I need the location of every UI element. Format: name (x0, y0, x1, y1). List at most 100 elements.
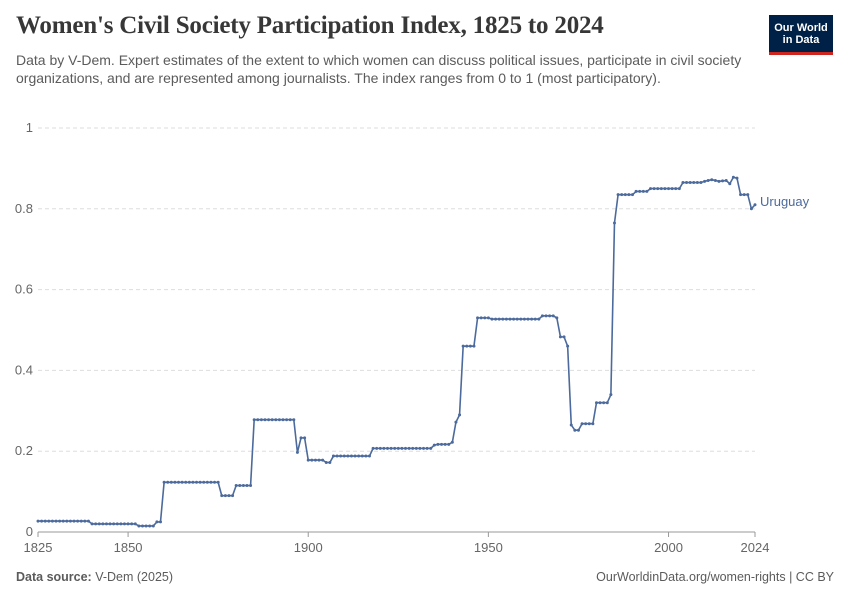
data-point (458, 413, 462, 417)
chart-title: Women's Civil Society Participation Inde… (16, 12, 604, 39)
data-point (137, 524, 141, 528)
data-point (594, 401, 598, 405)
data-point (703, 179, 707, 183)
logo-line-2: in Data (782, 33, 820, 46)
data-point (393, 446, 397, 450)
data-point (443, 442, 447, 446)
owid-logo[interactable]: Our World in Data (769, 15, 833, 55)
data-point (519, 317, 523, 321)
data-point (360, 454, 364, 458)
data-point (180, 480, 184, 484)
data-point (389, 446, 393, 450)
data-point (68, 519, 72, 523)
data-point (627, 193, 631, 197)
series-line-uruguay (38, 176, 756, 527)
data-point (155, 520, 159, 524)
x-tick-label: 1900 (294, 540, 323, 555)
data-point (587, 422, 591, 426)
data-source-label: Data source: (16, 570, 92, 584)
data-point (209, 480, 213, 484)
data-point (36, 519, 40, 523)
data-point (159, 520, 162, 524)
data-point (710, 178, 714, 182)
data-point (429, 446, 433, 450)
data-point (537, 317, 541, 321)
data-point (90, 522, 94, 526)
data-point (144, 524, 148, 528)
data-point (667, 187, 671, 191)
data-point (317, 458, 321, 462)
data-point (713, 179, 717, 183)
data-point (216, 480, 220, 484)
data-point (227, 494, 231, 498)
data-point (241, 484, 245, 488)
data-point (659, 187, 663, 191)
data-point (512, 317, 516, 321)
data-point (670, 187, 674, 191)
data-point (169, 480, 173, 484)
data-point (295, 450, 299, 454)
data-point (638, 189, 642, 193)
data-point (400, 446, 404, 450)
data-point (605, 401, 609, 405)
data-point (479, 316, 483, 320)
data-source-value[interactable]: V-Dem (2025) (95, 570, 174, 584)
data-point (486, 316, 490, 320)
data-point (140, 524, 144, 528)
data-point (548, 314, 552, 318)
data-point (422, 446, 426, 450)
data-point (551, 314, 555, 318)
data-point (364, 454, 368, 458)
footer-link[interactable]: OurWorldinData.org/women-rights | CC BY (596, 570, 834, 584)
data-point (130, 522, 134, 526)
data-point (717, 179, 721, 183)
data-point (191, 480, 195, 484)
series-layer: Uruguay (36, 175, 810, 528)
data-point (202, 480, 206, 484)
data-point (530, 317, 534, 321)
data-point (97, 522, 101, 526)
data-point (54, 519, 58, 523)
data-point (616, 193, 620, 197)
data-point (76, 519, 80, 523)
data-point (119, 522, 123, 526)
data-point (40, 519, 44, 523)
data-point (50, 519, 54, 523)
data-point (497, 317, 501, 321)
data-point (126, 522, 130, 526)
data-point (310, 458, 314, 462)
data-point (324, 461, 328, 465)
data-point (195, 480, 199, 484)
data-point (339, 454, 343, 458)
data-point (555, 316, 559, 320)
data-point (652, 187, 656, 191)
data-point (357, 454, 361, 458)
data-point (86, 519, 90, 523)
data-point (108, 522, 112, 526)
data-point (731, 175, 735, 179)
data-point (328, 461, 332, 465)
data-point (692, 181, 696, 185)
data-point (612, 221, 616, 225)
data-point (656, 187, 660, 191)
data-point (504, 317, 508, 321)
data-point (472, 344, 476, 348)
data-point (162, 480, 166, 484)
data-point (641, 189, 645, 193)
data-point (753, 203, 757, 207)
data-point (706, 179, 710, 183)
data-point (573, 428, 577, 432)
x-tick-label: 2024 (741, 540, 770, 555)
data-point (252, 418, 256, 422)
y-tick-label: 0.8 (15, 201, 33, 216)
x-tick-label: 1850 (114, 540, 143, 555)
data-point (187, 480, 191, 484)
data-point (645, 189, 649, 193)
data-point (414, 446, 418, 450)
data-point (450, 440, 454, 444)
data-point (321, 458, 325, 462)
data-point (620, 193, 624, 197)
data-point (151, 524, 155, 528)
data-point (468, 344, 472, 348)
